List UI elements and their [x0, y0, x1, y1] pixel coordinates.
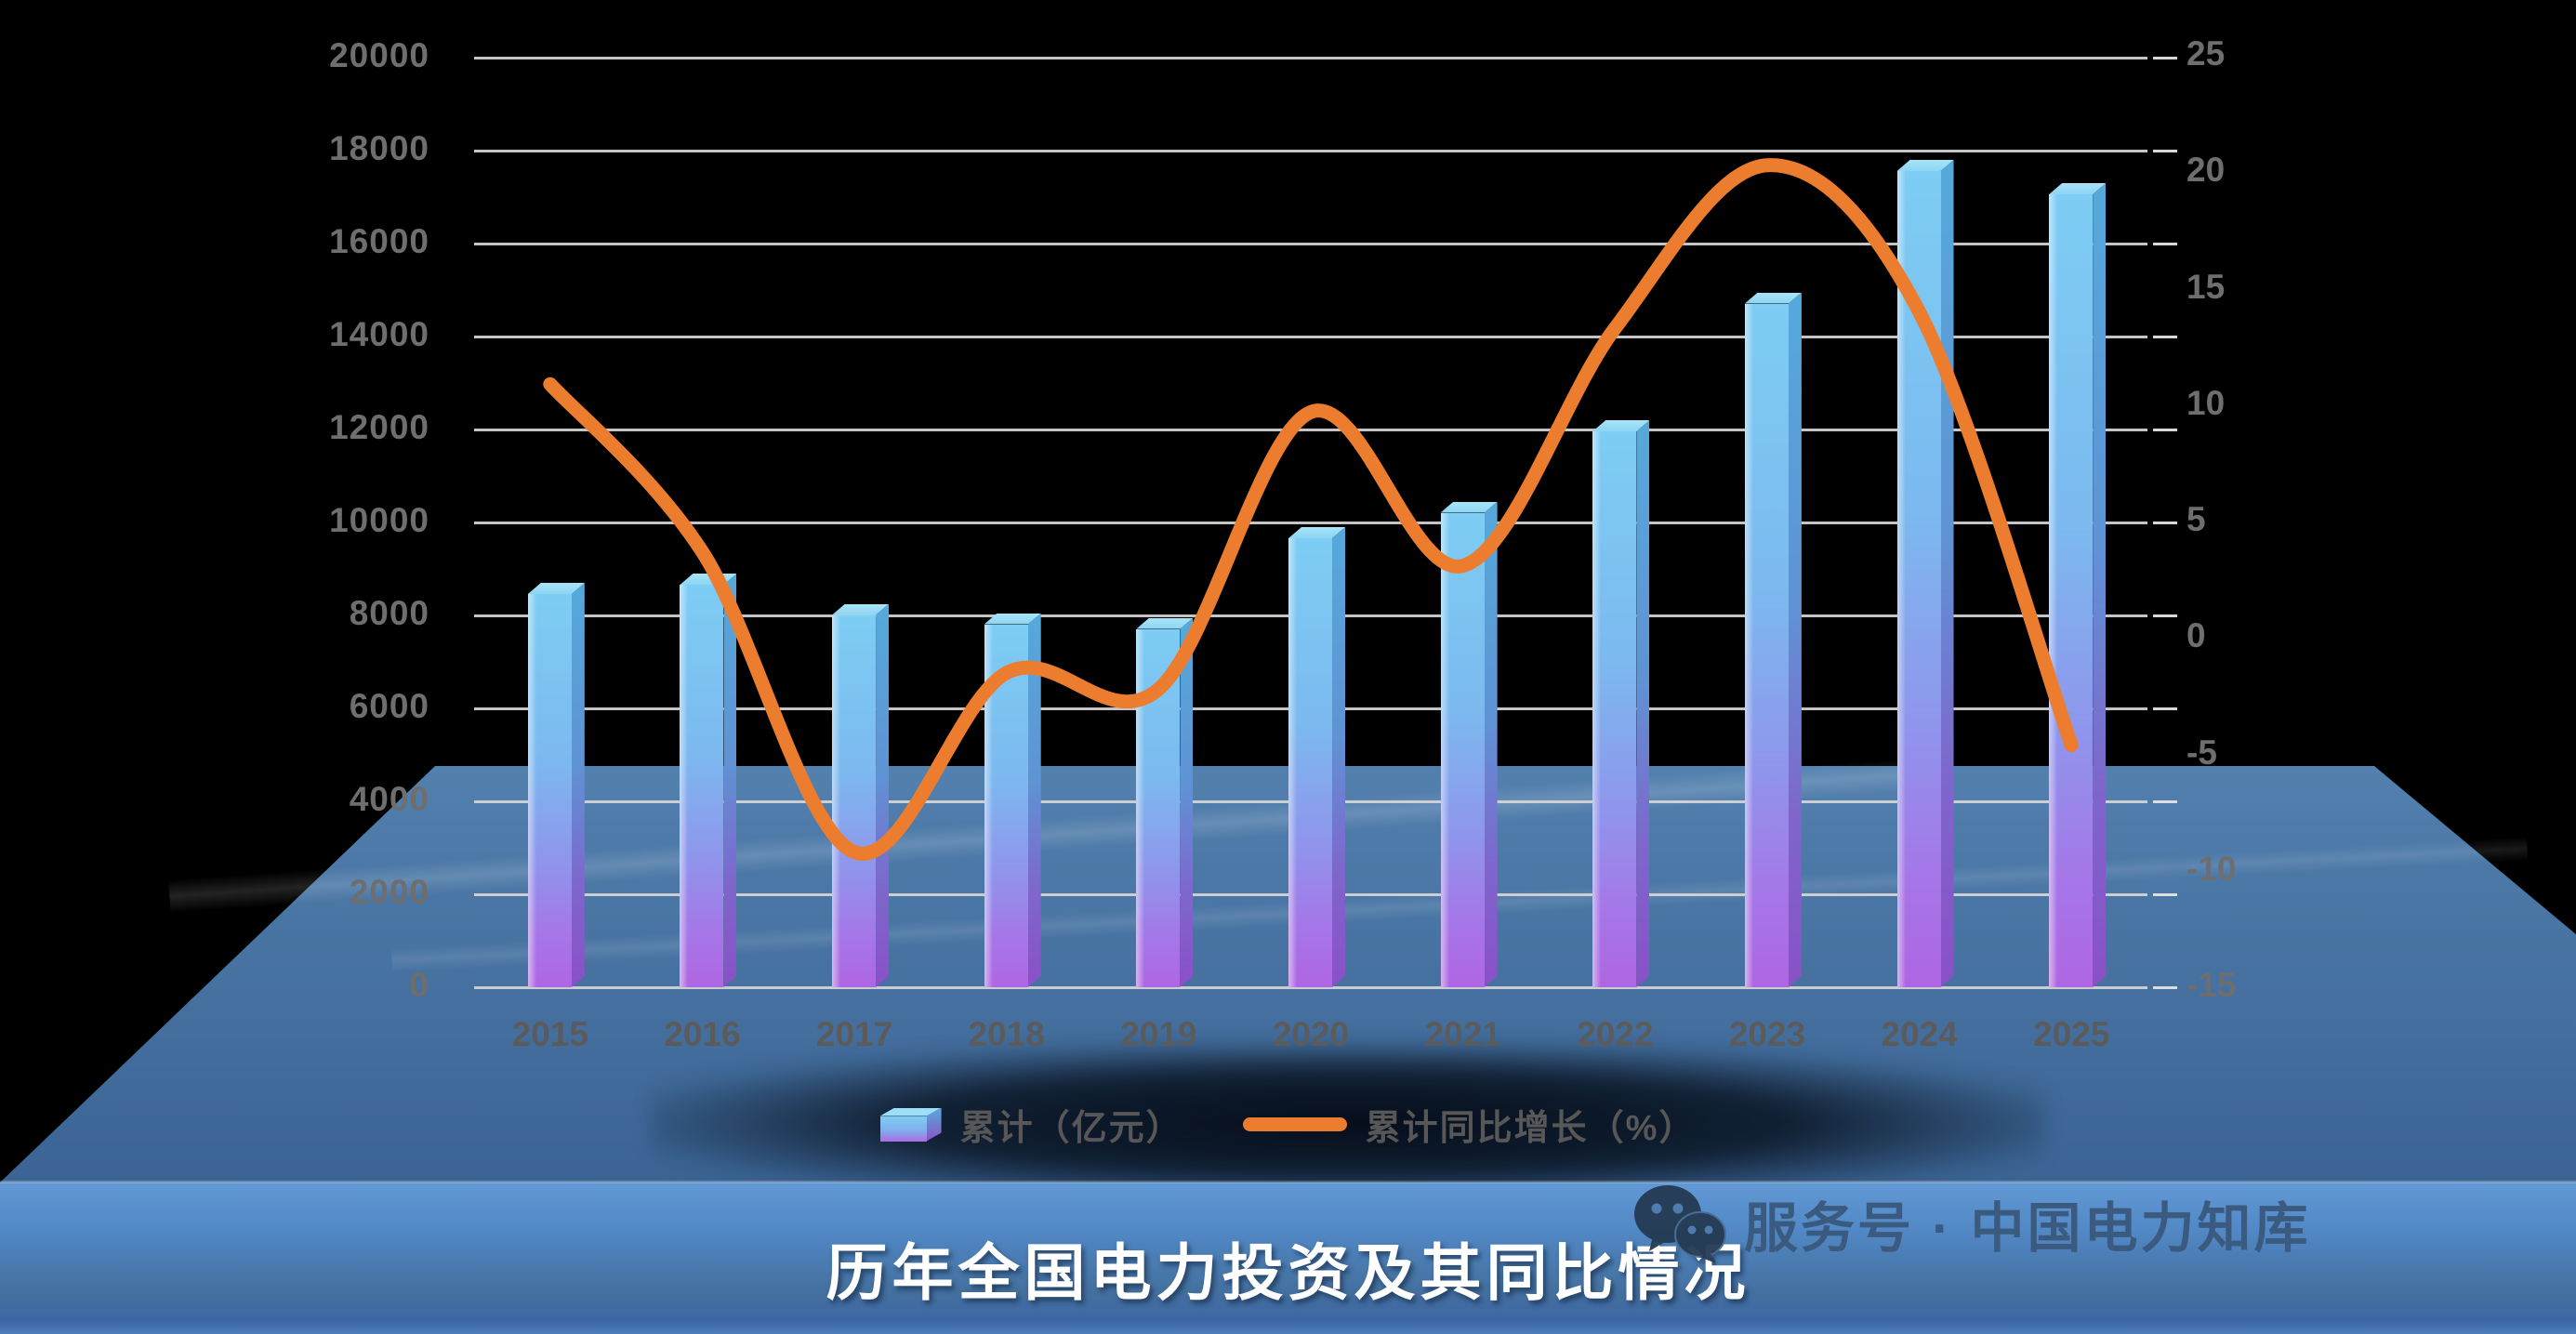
right-axis-tick: [2153, 335, 2177, 338]
bar-2022: [1592, 431, 1637, 987]
gridline: [474, 56, 2147, 59]
y-axis-label: 20000: [329, 36, 429, 74]
right-axis-tick: [2153, 242, 2177, 245]
watermark-label: 服务号 · 中国电力知库: [1744, 1198, 2311, 1259]
legend-item-bars: 累计（亿元）: [879, 1099, 1183, 1150]
y-axis-label: 0: [409, 966, 429, 1004]
y-axis-label: 4000: [349, 780, 429, 818]
secondary-y-axis-label: 20: [2186, 151, 2226, 190]
bar-top-cap: [1440, 501, 1498, 513]
legend-label-line: 累计同比增长（%）: [1365, 1109, 1697, 1148]
right-axis-tick: [2153, 892, 2177, 896]
gridline: [474, 149, 2147, 152]
x-axis-label: 2022: [1577, 1015, 1654, 1053]
bar-series-swatch: [879, 1107, 942, 1142]
secondary-y-axis-label: 25: [2186, 34, 2226, 73]
y-axis-label: 8000: [349, 594, 429, 632]
x-axis-label: 2023: [1728, 1015, 1806, 1053]
x-axis-label: 2017: [815, 1015, 893, 1053]
bar-top-cap: [527, 583, 585, 594]
wechat-icon: [1634, 1185, 1726, 1263]
right-axis-tick: [2153, 985, 2177, 989]
y-axis-label: 16000: [329, 222, 429, 260]
bar-top-cap: [1896, 160, 1954, 171]
bar-top-cap: [2049, 183, 2107, 194]
secondary-y-axis-label: 0: [2186, 616, 2206, 655]
bar-side-face: [876, 604, 889, 988]
y-axis-label: 10000: [329, 501, 429, 539]
secondary-y-axis-label: 10: [2186, 383, 2226, 422]
right-axis-tick: [2153, 521, 2177, 524]
secondary-y-axis-label: -15: [2186, 966, 2237, 1004]
bar-top-cap: [1744, 292, 1802, 304]
bar-2023: [1744, 303, 1789, 987]
bar-top-cap: [984, 613, 1041, 625]
bar-side-face: [572, 583, 585, 987]
y-axis-label: 2000: [349, 873, 429, 911]
footer-banner: [0, 1182, 2576, 1334]
secondary-y-axis-label: -10: [2186, 849, 2237, 888]
chart-title: 历年全国电力投资及其同比情况: [826, 1238, 1750, 1307]
right-axis-tick: [2153, 614, 2177, 617]
bar-top-cap: [832, 603, 890, 615]
bar-side-face: [723, 574, 736, 987]
x-axis-label: 2024: [1881, 1015, 1958, 1053]
bar-2025: [2049, 194, 2094, 987]
secondary-y-axis-label: -5: [2186, 733, 2217, 772]
right-axis-tick: [2153, 799, 2177, 803]
x-axis-label: 2015: [511, 1015, 588, 1053]
watermark: 服务号 · 中国电力知库: [1632, 1182, 2311, 1264]
legend-item-line: 累计同比增长（%）: [1242, 1099, 1697, 1150]
bar-top-cap: [1136, 617, 1194, 629]
bar-2020: [1288, 538, 1332, 987]
bar-2016: [680, 585, 724, 987]
bar-top-cap: [1288, 527, 1345, 538]
legend: 累计（亿元） 累计同比增长（%）: [0, 1099, 2576, 1150]
x-axis-label: 2020: [1272, 1015, 1350, 1053]
right-axis-tick: [2153, 707, 2177, 710]
gridline: [474, 335, 2147, 338]
y-axis-label: 18000: [329, 129, 429, 167]
bar-2015: [527, 594, 572, 987]
x-axis-label: 2018: [968, 1015, 1045, 1053]
bar-side-face: [2093, 183, 2106, 987]
y-axis-label: 12000: [329, 408, 429, 446]
bar-2017: [832, 614, 877, 987]
gridline: [474, 242, 2147, 245]
bar-top-cap: [1592, 420, 1650, 431]
right-axis-tick: [2153, 56, 2177, 59]
gridline: [474, 521, 2147, 524]
x-axis-label: 2019: [1120, 1015, 1197, 1053]
x-axis-label: 2021: [1424, 1015, 1501, 1053]
y-axis-label: 6000: [349, 687, 429, 725]
banner-fold-highlight: [0, 1181, 2576, 1183]
bar-side-face: [1789, 293, 1802, 988]
bar-side-face: [1332, 527, 1345, 987]
x-axis-label: 2016: [664, 1015, 741, 1053]
bar-side-face: [1485, 502, 1498, 988]
right-axis-tick: [2153, 428, 2177, 431]
secondary-y-axis-label: 15: [2186, 267, 2226, 306]
bar-2021: [1440, 512, 1485, 987]
secondary-y-axis-label: 5: [2186, 500, 2206, 538]
bar-side-face: [1180, 618, 1193, 988]
gridline: [474, 985, 2147, 989]
gridline: [474, 428, 2147, 431]
growth-line-path: [543, 158, 2079, 861]
right-axis-tick: [2153, 149, 2177, 152]
y-axis-label: 14000: [329, 315, 429, 353]
legend-label-bars: 累计（亿元）: [959, 1109, 1183, 1148]
bar-side-face: [1636, 420, 1649, 987]
bar-side-face: [1028, 614, 1041, 988]
x-axis-label: 2025: [2033, 1015, 2110, 1053]
line-series-swatch: [1242, 1117, 1347, 1131]
